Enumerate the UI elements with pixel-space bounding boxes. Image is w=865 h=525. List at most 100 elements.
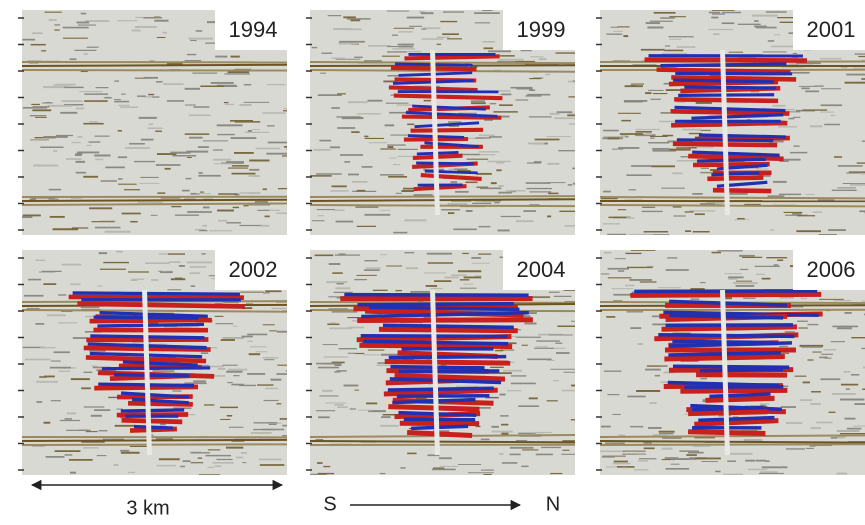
amplitude-blue <box>684 85 777 90</box>
seismic-panel: 1994 <box>18 10 287 235</box>
horizon <box>600 204 865 208</box>
amplitude-blue <box>424 169 478 175</box>
amplitude-red <box>712 187 772 194</box>
amplitude-blue <box>388 354 507 360</box>
amplitude-red <box>410 127 484 133</box>
amplitude-red <box>378 326 518 334</box>
label-box <box>215 250 287 290</box>
amplitude-red <box>705 395 775 403</box>
amplitude-blue <box>692 150 780 157</box>
amplitude-blue <box>99 310 208 318</box>
amplitude-red <box>680 387 788 394</box>
amplitude-red <box>420 173 482 181</box>
panel-label: 1999 <box>517 17 566 42</box>
amplitude-blue <box>411 424 469 431</box>
horizon <box>310 204 575 208</box>
amplitude-red <box>670 109 790 116</box>
horizon <box>310 195 575 198</box>
amplitude-blue <box>668 341 792 348</box>
amplitude-blue <box>403 417 476 422</box>
seismic-panel: 2001 <box>596 10 865 235</box>
amplitude-blue <box>698 415 775 422</box>
label-box <box>793 10 865 50</box>
amplitude-blue <box>97 322 205 328</box>
chimney <box>430 289 440 456</box>
reflectors <box>310 10 575 234</box>
chimney <box>430 49 440 216</box>
horizon <box>22 69 287 72</box>
amplitude-blue <box>691 113 784 120</box>
horizon <box>22 438 287 442</box>
amplitude-red <box>404 54 500 61</box>
amplitude-blue <box>711 171 760 177</box>
amplitude-blue <box>390 364 485 370</box>
amplitude-blue <box>405 111 498 118</box>
amplitude-blue <box>709 392 771 399</box>
panel-label: 1994 <box>229 17 278 42</box>
horizon <box>310 69 575 73</box>
chimney <box>720 289 730 456</box>
chimney <box>142 289 152 456</box>
amplitude-red <box>661 324 797 332</box>
panel-label: 2006 <box>807 257 856 282</box>
amplitude-blue <box>133 424 173 430</box>
amplitude-red <box>693 161 770 168</box>
amplitude-blue <box>634 289 818 294</box>
seismic-panel: 2006 <box>596 250 865 475</box>
amplitude-red <box>688 153 784 162</box>
horizon <box>600 434 865 438</box>
amplitude-blue <box>412 104 486 111</box>
reflectors <box>600 10 865 235</box>
amplitude-blue <box>389 377 502 385</box>
amplitude-blue <box>698 133 786 139</box>
amplitude-red <box>357 317 533 324</box>
amplitude-red <box>393 93 503 101</box>
amplitude-blue <box>674 105 786 113</box>
amplitude-red <box>644 57 807 63</box>
label-box <box>793 250 865 290</box>
amplitude-blue <box>120 408 185 413</box>
amplitude-blue <box>122 360 198 367</box>
chimney <box>720 49 730 216</box>
amplitude-blue <box>700 367 784 373</box>
panel-label: 2004 <box>517 257 566 282</box>
reflectors <box>22 11 287 233</box>
seismic-panel: 1999 <box>306 10 575 235</box>
horizon <box>600 440 865 444</box>
amplitude-blue <box>684 384 784 389</box>
horizon <box>22 198 287 202</box>
amplitude-red <box>671 75 797 82</box>
amplitude-blue <box>344 292 529 297</box>
amplitude-blue <box>382 323 514 330</box>
amplitude-red <box>630 291 822 298</box>
amplitude-blue <box>387 386 494 392</box>
amplitude-blue <box>416 161 474 166</box>
direction-end: N <box>546 493 560 515</box>
amplitude-red <box>68 294 244 301</box>
amplitude-blue <box>357 301 514 307</box>
amplitude-blue <box>396 394 490 399</box>
scale-label: 3 km <box>126 497 169 519</box>
amplitude-blue <box>672 364 790 370</box>
panels: 1994 1999 2001 2002 2004 2006 <box>18 10 865 475</box>
reflectors <box>600 250 865 475</box>
panel-label: 2001 <box>807 17 856 42</box>
horizon <box>22 443 287 446</box>
horizon <box>600 196 865 200</box>
reflectors <box>310 252 575 475</box>
amplitude-blue <box>361 310 529 319</box>
amplitude-red <box>127 400 193 407</box>
horizon <box>22 202 287 206</box>
amplitude-red <box>383 387 498 397</box>
amplitude-blue <box>369 305 520 312</box>
amplitude-blue <box>697 157 766 163</box>
amplitude-blue <box>414 121 480 129</box>
amplitude-red <box>407 429 473 438</box>
amplitude-red <box>384 358 511 366</box>
direction-start: S <box>323 493 336 515</box>
amplitude-blue <box>669 313 784 320</box>
amplitude-red <box>77 301 245 309</box>
amplitude-blue <box>131 397 189 405</box>
horizon <box>22 300 287 303</box>
